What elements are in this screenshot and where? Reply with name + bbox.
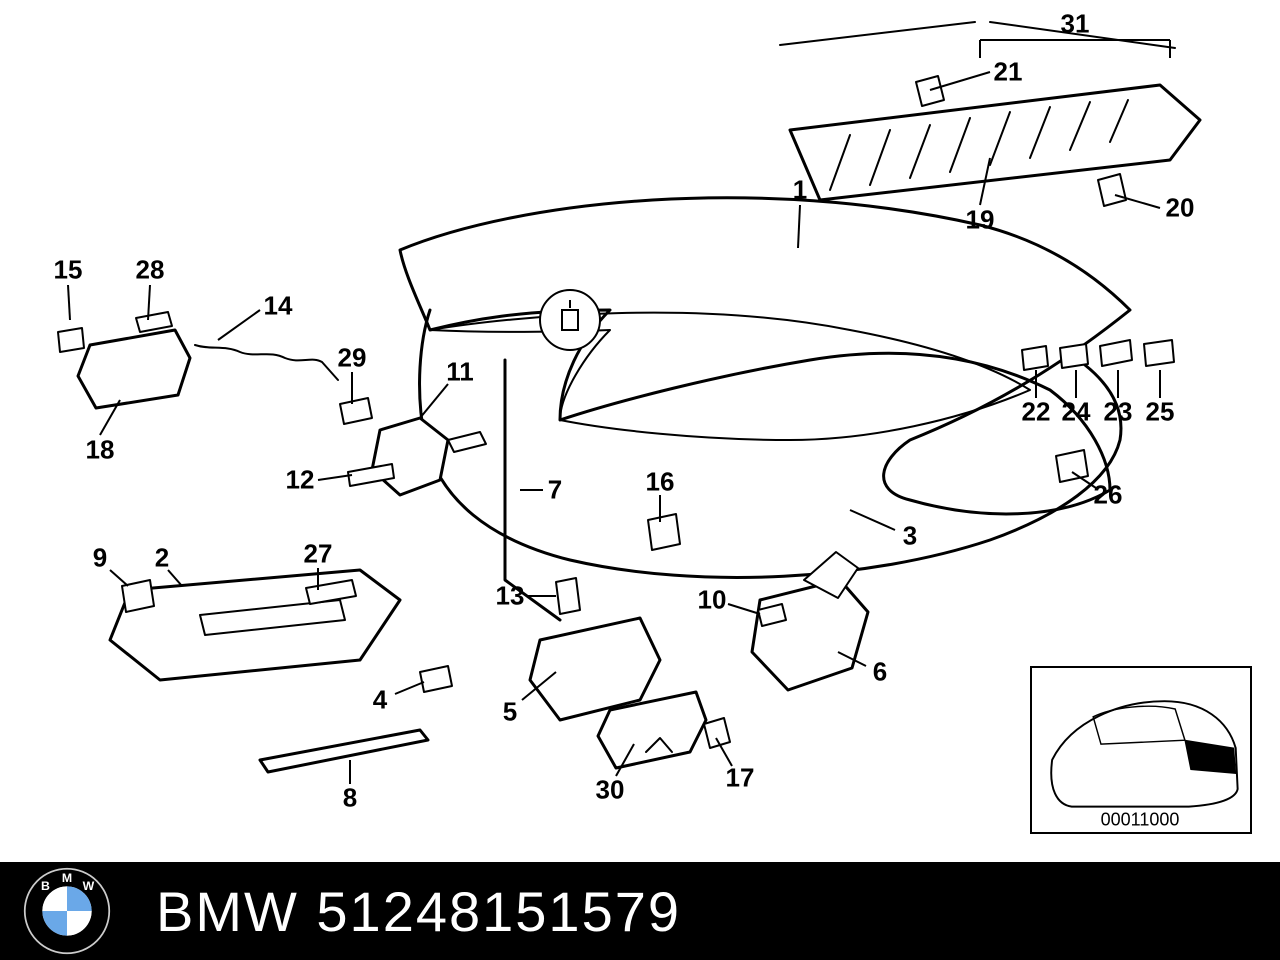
callout-15: 15 [54,255,83,286]
callout-17: 17 [726,763,755,794]
callout-18: 18 [86,435,115,466]
callout-14: 14 [264,291,293,322]
diagram-canvas: 31 21 20 19 1 15 28 14 29 11 22 24 23 25 18 12 7 16 3 26 9 2 2… [0,0,1280,960]
callout-11: 11 [446,357,474,388]
callout-20: 20 [1166,193,1195,224]
callout-27: 27 [304,539,333,570]
svg-text:B: B [41,879,50,893]
callout-4: 4 [373,685,387,716]
part-number-text: BMW 51248151579 [156,879,681,944]
callout-5: 5 [503,697,517,728]
callout-19: 19 [966,205,995,236]
footer-bar: BMW BMW 51248151579 [0,862,1280,960]
callout-13: 13 [496,581,525,612]
callout-29: 29 [338,343,367,374]
svg-text:M: M [62,871,72,885]
callout-3: 3 [903,521,917,552]
callout-21: 21 [994,57,1023,88]
callout-28: 28 [136,255,165,286]
bmw-logo-svg: BMW [23,867,111,955]
callout-22: 22 [1022,397,1051,428]
vehicle-inset-caption: 00011000 [1101,810,1180,831]
callout-6: 6 [873,657,887,688]
callout-23: 23 [1104,397,1133,428]
callout-31: 31 [1061,9,1090,40]
vehicle-inset-svg [1032,668,1250,832]
callout-8: 8 [343,783,357,814]
callout-30: 30 [596,775,625,806]
callout-1: 1 [793,175,807,206]
svg-text:W: W [83,879,95,893]
callout-9: 9 [93,543,107,574]
callout-25: 25 [1146,397,1175,428]
callout-7: 7 [548,475,562,506]
callout-2: 2 [155,543,169,574]
callout-10: 10 [698,585,727,616]
callout-16: 16 [646,467,675,498]
callout-24: 24 [1062,397,1091,428]
callout-26: 26 [1094,480,1123,511]
callout-12: 12 [286,465,315,496]
bmw-logo: BMW [18,862,116,960]
